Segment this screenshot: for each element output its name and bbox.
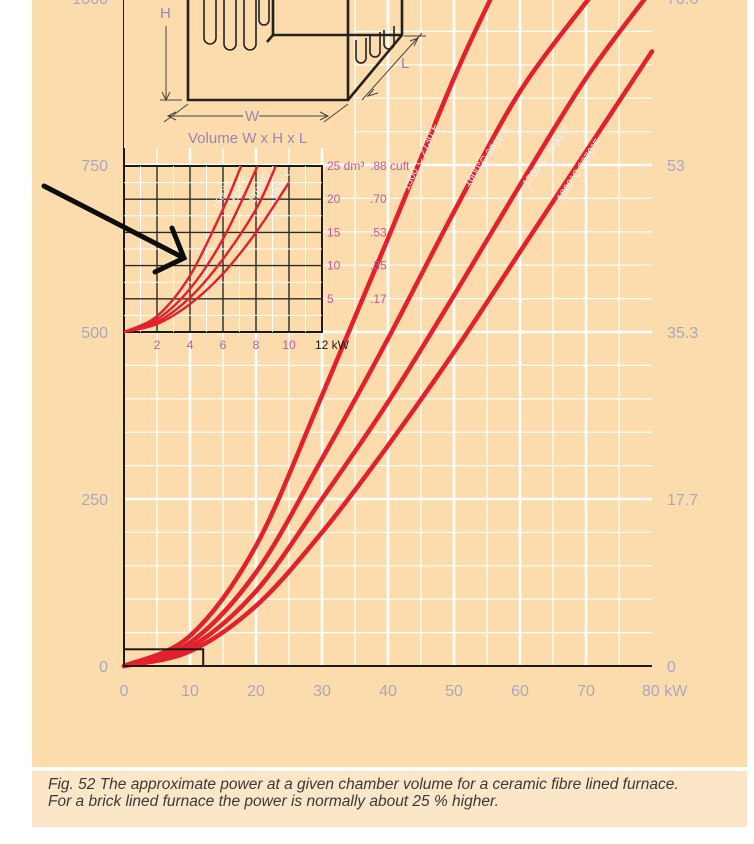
x-tick-label: 40	[379, 683, 397, 700]
inset-series-curve	[123, 165, 259, 334]
series-curve	[121, 49, 655, 669]
y-tick-label-right: 35.3	[667, 325, 698, 342]
inset-series-curve	[123, 181, 291, 334]
series-curve	[121, 0, 591, 669]
inset-x-tick-label: 6	[220, 338, 227, 352]
inset-y-tick-label-right: .53	[370, 225, 387, 239]
series-curve	[121, 0, 493, 669]
x-tick-label: 0	[120, 683, 129, 700]
diagram-background	[124, 0, 354, 148]
inset-y-tick-label-right: .70	[370, 192, 387, 206]
inset-tick-labels: 2 4 6 8 10 12 kW 5 10 15 20 25 dm³ .17 .35 .53 .70 .88 …	[154, 159, 410, 352]
main-tick-labels: 0 10 20 30 40 50 60 70 80 kW 0 250 500 750 1000 0 17.7 3…	[72, 0, 698, 700]
x-tick-label: 50	[445, 683, 463, 700]
power-volume-chart: 0 10 20 30 40 50 60 70 80 kW 0 250 500 750 1000 0 17.7 3…	[32, 0, 747, 767]
length-label: L	[401, 55, 409, 72]
y-tick-label-right: 17.7	[667, 492, 698, 509]
inset-y-tick-label-left: 10	[327, 259, 341, 273]
figure-caption: Fig. 52 The approximate power at a given…	[32, 771, 747, 827]
pointer-arrow-icon	[41, 183, 188, 275]
inset-y-tick-label-left: 20	[327, 192, 341, 206]
y-tick-label-right: 70.6	[667, 0, 698, 8]
chart-panel: 0 10 20 30 40 50 60 70 80 kW 0 250 500 750 1000 0 17.7 3…	[32, 0, 747, 767]
x-tick-label: 70	[577, 683, 595, 700]
x-tick-label: 30	[313, 683, 331, 700]
x-tick-label: 60	[511, 683, 529, 700]
inset-curves	[123, 165, 291, 334]
x-tick-label: 80 kW	[642, 683, 688, 700]
inset-y-tick-label-left: 15	[327, 225, 341, 239]
inset-y-tick-label-left: 5	[327, 292, 334, 306]
series-curve	[121, 0, 647, 669]
caption-line-2: For a brick lined furnace the power is n…	[48, 793, 499, 810]
inset-x-tick-label: 10	[282, 338, 296, 352]
y-tick-label-left: 750	[81, 158, 108, 175]
x-tick-label: 10	[181, 683, 199, 700]
inset-zoom-region	[123, 648, 205, 667]
y-tick-label-right: 53	[667, 158, 685, 175]
box-outline	[186, 0, 404, 102]
chamber-diagram: H L W Volume W x H x L	[124, 0, 426, 148]
inset-y-tick-label-left: 25 dm³	[327, 159, 364, 173]
y-tick-label-left: 500	[81, 325, 108, 342]
y-tick-label-left: 1000	[72, 0, 108, 8]
x-tick-label: 20	[247, 683, 265, 700]
width-label: W	[245, 108, 260, 125]
main-curves	[121, 0, 655, 669]
inset-series-curve	[123, 165, 277, 334]
inset-series-curve	[123, 165, 243, 334]
y-tick-label-right: 0	[667, 659, 676, 676]
height-label: H	[160, 5, 171, 22]
inset-x-tick-label: 8	[253, 338, 260, 352]
inset-x-tick-label: 2	[154, 338, 161, 352]
y-tick-label-left: 250	[81, 492, 108, 509]
inset-grid	[124, 166, 322, 332]
inset-y-tick-label-right: .88 cuft	[370, 159, 410, 173]
inset-y-tick-label-right: .35	[370, 259, 387, 273]
volume-label: Volume W x H x L	[188, 130, 307, 147]
y-tick-label-left: 0	[99, 659, 108, 676]
inset-y-tick-label-right: .17	[370, 292, 387, 306]
caption-line-1: Fig. 52 The approximate power at a given…	[48, 776, 679, 793]
heating-elements	[203, 0, 395, 64]
inset-x-tick-label: 12 kW	[315, 338, 350, 352]
inset-x-tick-label: 4	[187, 338, 194, 352]
